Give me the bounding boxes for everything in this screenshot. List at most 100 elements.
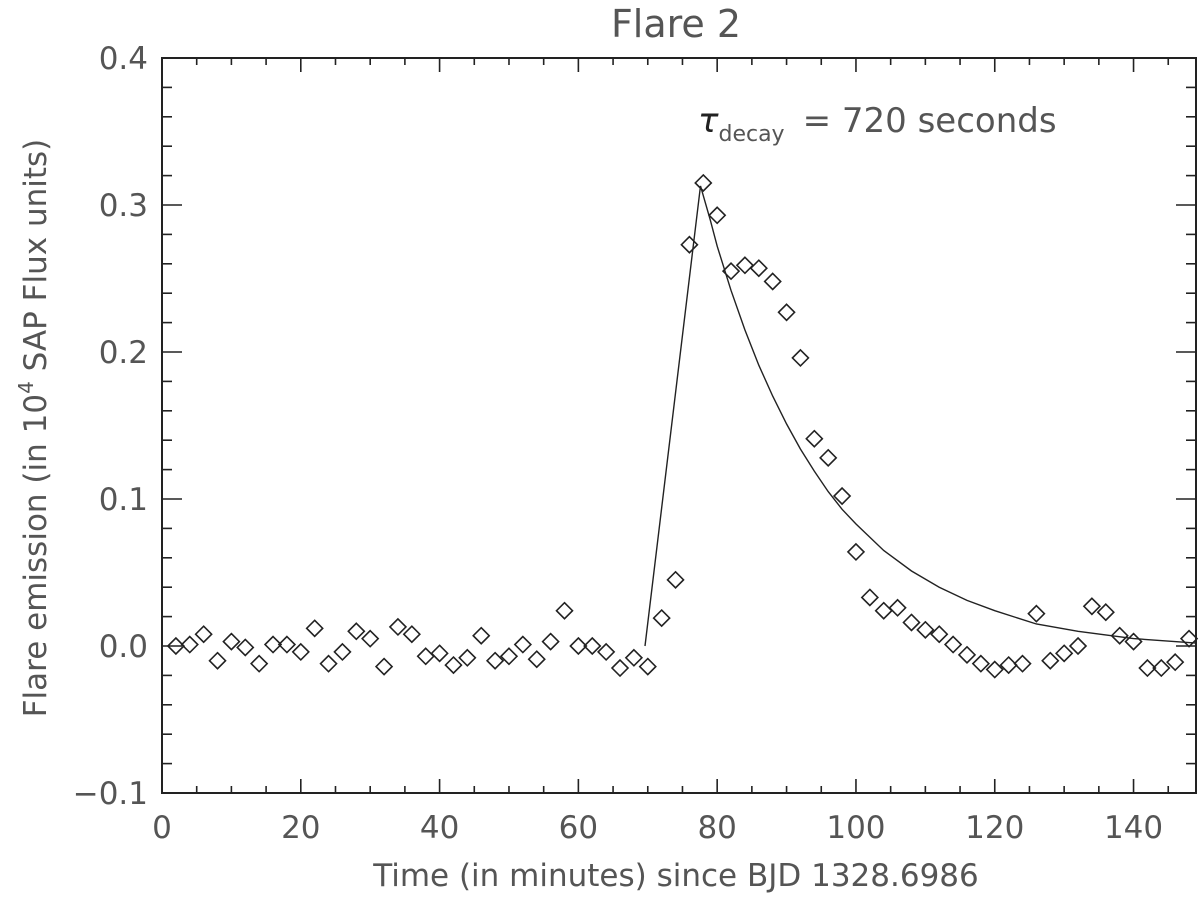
data-point [957, 645, 977, 664]
data-point [458, 648, 477, 667]
data-point [694, 173, 713, 193]
data-point [1124, 632, 1143, 651]
data-point [708, 206, 727, 225]
data-point [1082, 597, 1102, 616]
data-point [624, 648, 644, 667]
x-tick-label: 20 [281, 810, 320, 846]
data-point [250, 654, 269, 673]
data-point [430, 644, 449, 663]
y-tick-label: 0.2 [99, 335, 148, 371]
y-tick-label: 0.4 [99, 41, 148, 77]
data-point [874, 601, 893, 620]
data-point [1110, 626, 1129, 645]
data-point [763, 272, 782, 291]
data-point [971, 654, 991, 673]
x-tick-label: 40 [420, 810, 459, 846]
data-point [319, 654, 338, 673]
data-point [222, 632, 241, 651]
y-tick-label: 0.3 [99, 188, 148, 224]
y-axis-label: Flare emission (in 104 SAP Flux units) [14, 139, 54, 718]
tau-symbol: τ [698, 101, 719, 141]
data-point [208, 651, 227, 670]
y-tick-label: 0.0 [99, 629, 148, 665]
data-point [916, 620, 935, 639]
data-point [1166, 653, 1185, 672]
data-point [1138, 658, 1157, 678]
data-point [472, 626, 491, 645]
data-point [527, 650, 546, 669]
y-tick-labels: −0.1 0.0 0.1 0.2 0.3 0.4 [73, 41, 148, 812]
data-point [777, 303, 796, 322]
data-point [805, 429, 824, 448]
decay-subscript: decay [718, 122, 784, 147]
y-tick-label: −0.1 [73, 776, 148, 812]
data-point [1027, 604, 1046, 623]
model-fit-line [644, 185, 1197, 647]
decay-annotation: τdecay = 720 seconds [698, 101, 1057, 147]
y-axis-label-units: SAP Flux units) [18, 139, 54, 381]
data-point [180, 635, 199, 654]
data-point [860, 588, 879, 607]
data-point [263, 635, 283, 654]
data-points [166, 173, 1199, 679]
x-axis-label: Time (in minutes) since BJD 1328.6986 [372, 858, 979, 894]
data-point [333, 642, 352, 662]
x-tick-labels: 0 20 40 60 80 100 120 140 [152, 810, 1163, 846]
data-point [846, 542, 866, 562]
data-point [499, 647, 519, 666]
data-point [416, 647, 435, 666]
x-tick-label: 0 [152, 810, 172, 846]
data-point [305, 619, 324, 638]
x-tick-label: 140 [1104, 810, 1163, 846]
y-axis-label-main: Flare emission (in 10 [18, 394, 54, 717]
data-point [985, 660, 1004, 679]
data-point [930, 625, 949, 644]
data-point [666, 570, 685, 589]
data-point [555, 601, 574, 620]
data-point [832, 486, 852, 506]
data-point [388, 617, 408, 637]
x-tick-label: 60 [559, 810, 598, 846]
data-point [819, 448, 838, 467]
data-point [597, 642, 616, 662]
data-point [583, 636, 602, 656]
data-point [888, 598, 907, 617]
data-point [194, 625, 213, 644]
data-point [541, 632, 560, 651]
data-point [1013, 654, 1032, 673]
plot-frame [161, 57, 1197, 794]
data-point [374, 657, 394, 676]
data-point [1068, 636, 1088, 656]
data-point [638, 657, 657, 676]
data-point [610, 658, 630, 678]
data-point [791, 348, 810, 368]
data-point [749, 259, 768, 278]
data-point [485, 651, 505, 670]
data-point [277, 635, 297, 654]
data-point [291, 642, 310, 662]
x-tick-label: 100 [826, 810, 885, 846]
data-point [236, 638, 255, 657]
y-axis-label-exponent: 4 [14, 381, 38, 394]
data-point [735, 256, 755, 275]
data-point [652, 608, 671, 628]
data-point [1096, 603, 1115, 622]
chart-title: Flare 2 [611, 2, 741, 46]
decay-value: = 720 seconds [803, 101, 1057, 141]
data-point [402, 625, 421, 644]
tick-marks [161, 57, 1196, 794]
data-point [680, 235, 699, 254]
x-tick-label: 120 [965, 810, 1024, 846]
data-point [1152, 658, 1171, 678]
data-point [999, 655, 1018, 675]
data-point [166, 636, 186, 656]
data-point [1179, 629, 1199, 648]
data-point [721, 262, 741, 281]
data-point [361, 629, 380, 648]
data-point [902, 613, 921, 632]
data-point [1055, 644, 1074, 663]
x-tick-label: 80 [697, 810, 736, 846]
data-point [513, 635, 532, 654]
data-point [943, 635, 963, 654]
